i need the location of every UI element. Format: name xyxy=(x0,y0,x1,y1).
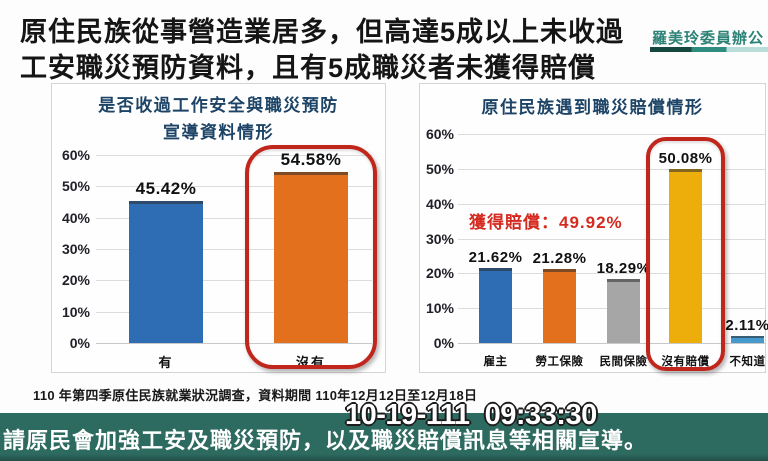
bar-value-label: 18.29% xyxy=(596,260,651,277)
gridline xyxy=(96,312,372,313)
gridline xyxy=(96,218,372,219)
y-tick-label: 50% xyxy=(425,161,454,177)
main-title-line-1: 原住民族從事營造業居多，但高達5成以上未收過 xyxy=(20,17,625,47)
bar xyxy=(607,279,640,343)
left-chart-title-line-2: 宣導資料情形 xyxy=(163,123,274,142)
gridline xyxy=(96,280,372,281)
gridline xyxy=(96,343,372,344)
footer-banner: 請原民會加強工安及職災預防，以及職災賠償訊息等相關宣導。 xyxy=(0,413,768,461)
y-tick-label: 40% xyxy=(61,210,90,226)
bar xyxy=(543,269,576,343)
bar-value-label: 54.58% xyxy=(280,150,342,169)
left-chart-title-line-1: 是否收過工作安全與職災預防 xyxy=(98,96,339,115)
video-timestamp: 10-19-111 09:33:30 xyxy=(345,399,597,431)
y-tick-label: 10% xyxy=(425,300,454,316)
right-chart-title: 原住民族遇到職災賠償情形 xyxy=(481,98,704,117)
y-tick-label: 60% xyxy=(61,147,90,163)
bar-category-label: 不知道 xyxy=(729,356,766,368)
bar-category-label: 沒有賠償 xyxy=(661,356,710,368)
bar-value-label: 21.62% xyxy=(468,249,523,266)
gridline xyxy=(458,204,765,205)
y-tick-label: 0% xyxy=(433,335,454,351)
y-tick-label: 30% xyxy=(425,231,454,247)
bar xyxy=(129,201,203,343)
gridline xyxy=(96,249,372,250)
y-tick-label: 0% xyxy=(69,335,90,351)
chart-panel-right: 原住民族遇到職災賠償情形 獲得賠償：49.92% 60% 50% 40% 30% 20%… xyxy=(419,83,768,373)
bar xyxy=(479,268,512,343)
office-credit-underline xyxy=(650,47,768,52)
bar xyxy=(669,169,702,343)
bar-category-label: 有 xyxy=(158,355,174,370)
bar-value-label: 21.28% xyxy=(532,250,587,267)
compensation-annotation: 獲得賠償：49.92% xyxy=(469,213,623,232)
highlight-ring xyxy=(646,137,725,371)
gridline xyxy=(458,134,765,135)
bar xyxy=(274,172,348,343)
y-tick-label: 50% xyxy=(61,178,90,194)
bar-value-label: 45.42% xyxy=(135,179,197,198)
y-tick-label: 60% xyxy=(425,126,454,142)
y-tick-label: 40% xyxy=(425,196,454,212)
gridline xyxy=(458,239,765,240)
office-credit-label: 羅美玲委員辦公 xyxy=(652,30,765,47)
y-tick-label: 10% xyxy=(61,304,90,320)
gridline xyxy=(458,343,765,344)
highlight-ring xyxy=(245,145,377,369)
bar xyxy=(731,336,764,343)
main-title-line-2: 工安職災預防資料，且有5成職災者未獲得賠償 xyxy=(20,53,597,83)
bar-value-label: 50.08% xyxy=(658,150,713,167)
source-note: 110 年第四季原住民族就業狀況調查，資料期間 110年12月12日至12月18… xyxy=(33,388,478,403)
y-tick-label: 30% xyxy=(61,241,90,257)
gridline xyxy=(458,273,765,274)
y-tick-label: 20% xyxy=(61,272,90,288)
gridline xyxy=(96,155,372,156)
bar-category-label: 雇主 xyxy=(483,356,508,368)
y-tick-label: 20% xyxy=(425,265,454,281)
bar-category-label: 民間保險 xyxy=(599,356,648,368)
chart-panel-left: 是否收過工作安全與職災預防 宣導資料情形 60% 50% 40% 30% 20% 10% 0… xyxy=(51,83,386,373)
bar-value-label: 2.11% xyxy=(725,317,768,334)
bar-category-label: 勞工保險 xyxy=(535,356,584,368)
gridline xyxy=(458,169,765,170)
footer-caption: 請原民會加強工安及職災預防，以及職災賠償訊息等相關宣導。 xyxy=(3,428,648,453)
gridline xyxy=(96,186,372,187)
